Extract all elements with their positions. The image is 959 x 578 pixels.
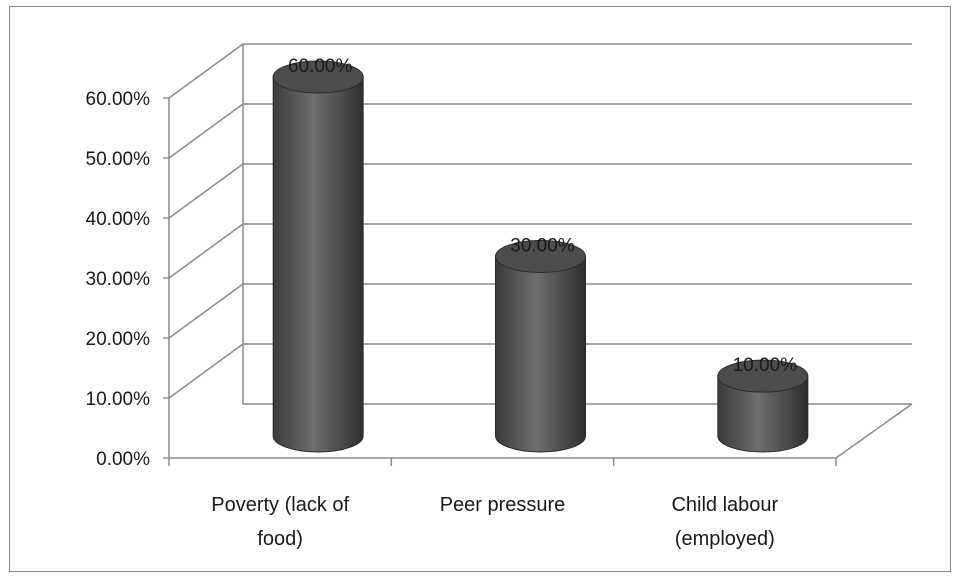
bar-top bbox=[495, 240, 586, 273]
side-gridline bbox=[168, 223, 244, 279]
x-category-label: Child labour bbox=[671, 494, 778, 516]
bar-top bbox=[717, 359, 809, 393]
axes bbox=[163, 44, 913, 466]
floor-right-edge bbox=[835, 403, 913, 459]
chart-frame bbox=[9, 6, 951, 572]
bar-body bbox=[717, 375, 809, 453]
x-category-label: Peer pressure bbox=[440, 494, 566, 516]
x-category-label: food) bbox=[257, 528, 303, 550]
side-gridline bbox=[168, 43, 244, 99]
data-label: 10.00% bbox=[733, 355, 798, 376]
side-gridline bbox=[168, 343, 244, 399]
y-tick-label: 30.00% bbox=[86, 269, 151, 290]
side-gridline bbox=[168, 283, 244, 339]
side-gridline bbox=[168, 103, 244, 159]
y-tick-label: 50.00% bbox=[86, 149, 151, 170]
x-category-label: Poverty (lack of bbox=[211, 494, 349, 516]
bar-body bbox=[495, 256, 586, 453]
y-tick-label: 40.00% bbox=[86, 209, 151, 230]
side-gridline bbox=[168, 163, 244, 219]
labels: 0.00% 10.00% 20.00% 30.00% 40.00% 50.00% 60.00… bbox=[86, 56, 798, 550]
bar bbox=[272, 60, 364, 453]
y-tick-label: 20.00% bbox=[86, 329, 151, 350]
y-tick-label: 0.00% bbox=[96, 449, 150, 470]
y-tick-label: 10.00% bbox=[86, 389, 151, 410]
bar-body bbox=[272, 76, 364, 453]
y-tick-label: 60.00% bbox=[86, 89, 151, 110]
x-category-label: (employed) bbox=[675, 528, 775, 550]
data-label: 60.00% bbox=[288, 56, 353, 77]
bar bbox=[717, 359, 809, 453]
bar bbox=[495, 240, 586, 453]
bars bbox=[272, 60, 809, 453]
bar-top bbox=[272, 60, 364, 94]
data-label: 30.00% bbox=[510, 236, 575, 257]
